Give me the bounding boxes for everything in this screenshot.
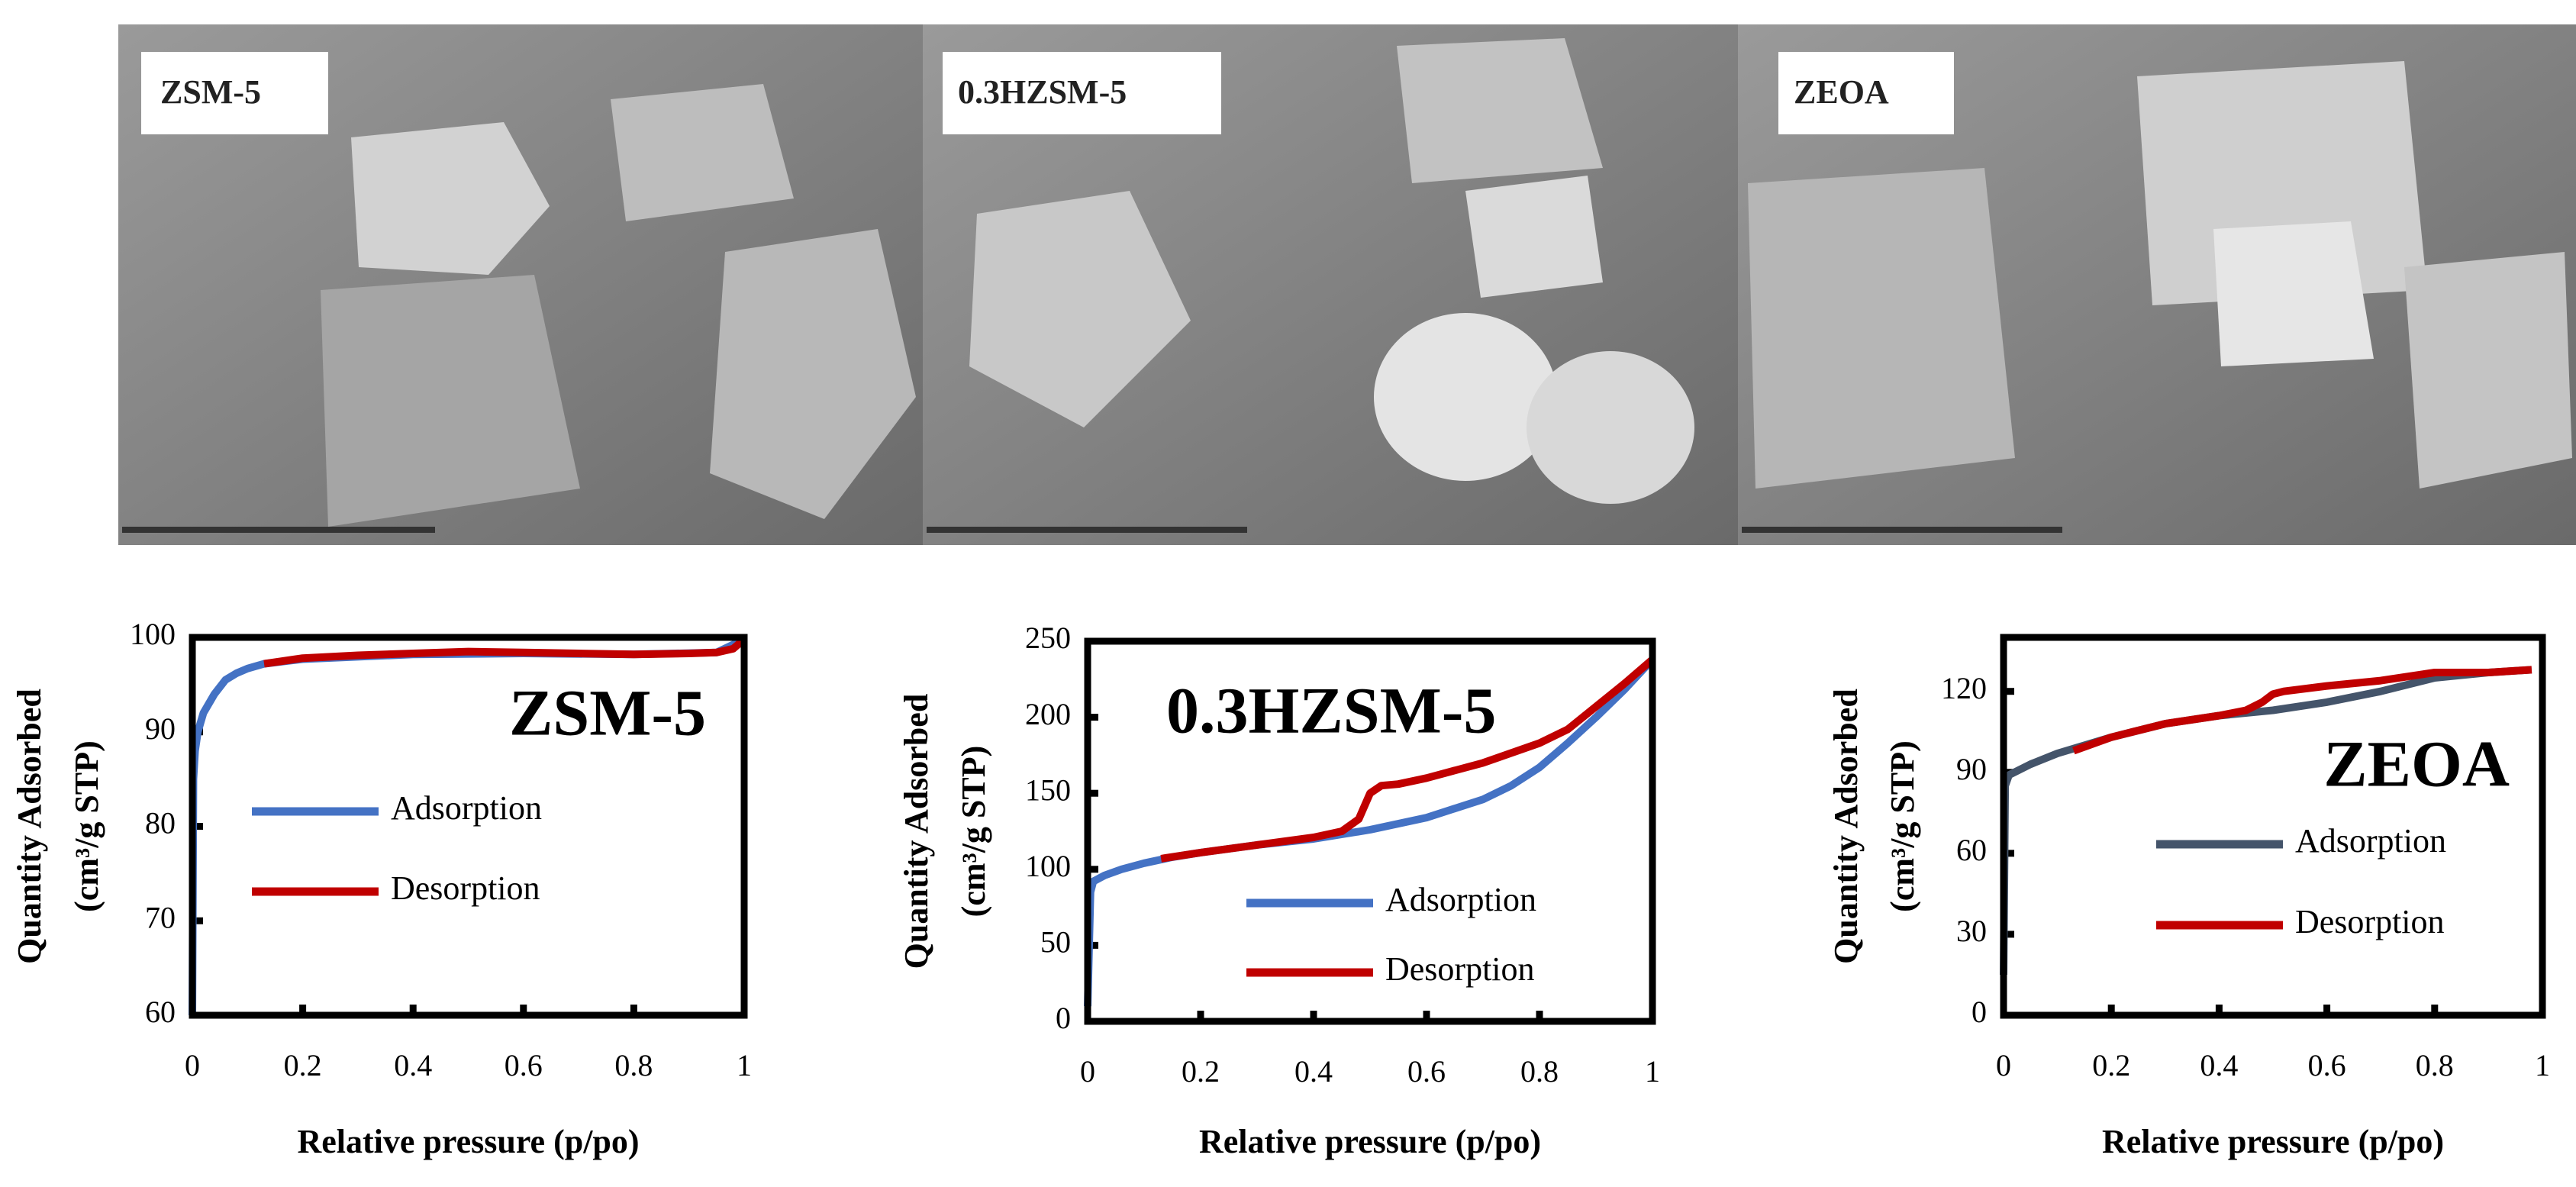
plot-frame: [1084, 637, 1656, 1025]
x-tick-label: 0.6: [1407, 1054, 1446, 1089]
legend-label: Desorption: [2295, 903, 2445, 940]
x-tick-label: 0.6: [2308, 1048, 2346, 1082]
image-label: 0.3HZSM-5: [958, 73, 1127, 111]
x-tick-label: 0: [1996, 1048, 2011, 1082]
x-tick-label: 1: [1645, 1054, 1660, 1089]
legend-label: Adsorption: [1385, 881, 1536, 918]
y-tick-label: 80: [145, 806, 176, 840]
y-tick-label: 100: [130, 617, 176, 651]
legend-label: Desorption: [1385, 950, 1535, 988]
y-tick-label: 60: [1956, 833, 1987, 867]
x-tick-label: 0.2: [2092, 1048, 2130, 1082]
y-tick-label: 0: [1056, 1001, 1071, 1035]
y-axis-label: Quantity Adsorbed: [11, 689, 48, 964]
annotation: ZEOA: [2323, 727, 2510, 801]
y-tick-label: 90: [1956, 752, 1987, 786]
y-tick-label: 150: [1025, 773, 1071, 807]
x-tick-label: 0.4: [394, 1048, 432, 1082]
y-tick-label: 100: [1025, 849, 1071, 883]
x-tick-label: 0.4: [2200, 1048, 2238, 1082]
image-label-box: [141, 52, 328, 134]
x-tick-label: 0.2: [284, 1048, 322, 1082]
series-line: [1160, 656, 1656, 863]
plot-frame: [2000, 634, 2546, 1019]
annotation: 0.3HZSM-5: [1166, 674, 1496, 747]
plot-frame: [189, 634, 748, 1019]
y-tick-label: 30: [1956, 914, 1987, 948]
y-axis-label: Quantity Adsorbed: [898, 694, 935, 969]
x-tick-label: 0.8: [2416, 1048, 2454, 1082]
y-tick-label: 200: [1025, 697, 1071, 731]
x-tick-label: 0: [185, 1048, 200, 1082]
series-line: [2072, 666, 2532, 755]
image-label: ZSM-5: [160, 73, 261, 111]
x-tick-label: 0.8: [614, 1048, 653, 1082]
image-label-box: [943, 52, 1221, 134]
legend-label: Desorption: [391, 869, 540, 907]
y-tick-label: 50: [1040, 925, 1071, 960]
x-axis-label: Relative pressure (p/po): [2102, 1123, 2444, 1160]
annotation: ZSM-5: [509, 676, 706, 750]
image-label: ZEOA: [1794, 73, 1889, 111]
sem-image: [118, 24, 923, 545]
x-tick-label: 0.6: [505, 1048, 543, 1082]
series-line: [263, 636, 747, 668]
y-tick-label: 120: [1941, 671, 1987, 705]
y-axis-label: (cm³/g STP): [955, 746, 992, 918]
x-tick-label: 1: [2535, 1048, 2550, 1082]
y-tick-label: 60: [145, 995, 176, 1029]
x-tick-label: 0: [1080, 1054, 1095, 1089]
y-tick-label: 70: [145, 900, 176, 934]
legend-label: Adsorption: [2295, 822, 2446, 860]
y-axis-label: (cm³/g STP): [1884, 740, 1921, 912]
x-axis-label: Relative pressure (p/po): [297, 1123, 639, 1160]
y-axis-label: (cm³/g STP): [68, 740, 105, 912]
x-tick-label: 0.8: [1520, 1054, 1559, 1089]
x-tick-label: 0.4: [1294, 1054, 1333, 1089]
x-tick-label: 0.2: [1182, 1054, 1220, 1089]
y-tick-label: 0: [1971, 995, 1987, 1029]
x-axis-label: Relative pressure (p/po): [1199, 1123, 1541, 1160]
y-axis-label: Quantity Adsorbed: [1827, 689, 1865, 964]
x-tick-label: 1: [737, 1048, 752, 1082]
image-label-box: [1778, 52, 1954, 134]
y-tick-label: 250: [1025, 621, 1071, 655]
y-tick-label: 90: [145, 711, 176, 746]
legend-label: Adsorption: [391, 789, 542, 827]
